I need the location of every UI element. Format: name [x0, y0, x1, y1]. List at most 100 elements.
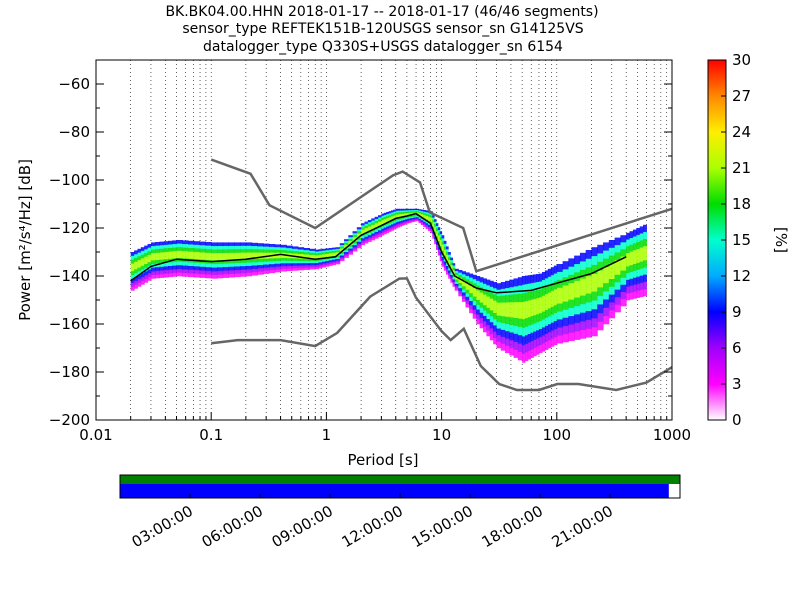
- colorbar-tick-label: 30: [732, 51, 751, 69]
- density-cell: [614, 252, 621, 261]
- timeline-tick-label: 09:00:00: [269, 502, 336, 551]
- density-cell: [228, 270, 235, 275]
- density-cell: [155, 263, 160, 268]
- density-cell: [388, 221, 392, 224]
- density-cell: [381, 226, 385, 230]
- density-cell: [608, 294, 616, 303]
- density-cell: [199, 274, 206, 278]
- density-cell: [234, 266, 241, 271]
- density-cell: [383, 221, 387, 224]
- density-cell: [579, 295, 587, 305]
- density-cell: [163, 248, 169, 253]
- density-cell: [144, 264, 149, 268]
- density-cell: [432, 219, 435, 223]
- density-cell: [432, 224, 435, 228]
- density-cell: [524, 335, 529, 345]
- density-cell: [432, 217, 435, 221]
- density-cell: [140, 265, 145, 270]
- density-cell: [405, 216, 408, 219]
- density-cell: [240, 262, 247, 267]
- density-cell: [315, 255, 320, 258]
- density-cell: [614, 259, 621, 268]
- density-cell: [579, 278, 587, 288]
- density-cell: [397, 210, 400, 213]
- density-cell: [371, 222, 376, 226]
- density-cell: [348, 239, 354, 242]
- density-cell: [321, 263, 326, 266]
- density-cell: [472, 300, 477, 306]
- density-cell: [445, 271, 449, 275]
- density-cell: [574, 264, 581, 273]
- density-cell: [280, 255, 287, 259]
- density-cell: [530, 316, 534, 325]
- density-cell: [386, 228, 390, 232]
- density-cell: [636, 248, 641, 257]
- density-cell: [274, 255, 282, 259]
- density-cell: [452, 277, 456, 280]
- density-cell: [411, 208, 414, 211]
- density-cell: [286, 245, 293, 249]
- density-cell: [420, 223, 424, 226]
- density-cell: [137, 260, 142, 265]
- density-cell: [517, 310, 523, 319]
- y-tick-label: −80: [58, 123, 90, 141]
- density-cell: [188, 273, 195, 278]
- colorbar-label: [%]: [772, 227, 790, 253]
- density-cell: [292, 258, 299, 262]
- density-cell: [614, 289, 621, 298]
- density-cell: [496, 296, 502, 303]
- density-cell: [423, 221, 427, 224]
- density-cell: [163, 259, 169, 264]
- density-cell: [352, 237, 358, 240]
- density-cell: [420, 215, 424, 218]
- density-cell: [439, 234, 443, 238]
- density-cell: [629, 251, 634, 259]
- density-cell: [620, 270, 627, 278]
- density-cell: [411, 215, 414, 218]
- density-cell: [403, 208, 406, 211]
- density-cell: [493, 313, 498, 320]
- density-cell: [397, 212, 400, 215]
- density-cell: [405, 213, 408, 216]
- x-tick-label: 1000: [653, 426, 691, 444]
- density-cell: [423, 211, 427, 214]
- density-cell: [568, 266, 575, 276]
- density-cell: [159, 248, 165, 253]
- density-cell: [325, 250, 330, 253]
- density-cell: [636, 262, 641, 271]
- density-cell: [597, 287, 604, 297]
- density-cell: [476, 276, 481, 282]
- density-cell: [413, 208, 416, 211]
- density-cell: [443, 264, 447, 268]
- density-cell: [439, 251, 443, 256]
- density-cell: [274, 260, 282, 265]
- density-cell: [418, 218, 422, 221]
- density-cell: [629, 238, 634, 246]
- colorbar-tick-label: 6: [732, 339, 742, 357]
- density-cell: [538, 313, 543, 322]
- density-cell: [416, 211, 419, 213]
- density-cell: [436, 228, 439, 232]
- density-cell: [524, 292, 529, 302]
- x-tick-label: 0.01: [79, 426, 112, 444]
- density-cell: [443, 240, 447, 245]
- density-cell: [182, 272, 189, 277]
- density-cell: [367, 222, 372, 225]
- density-cell: [585, 276, 592, 286]
- density-cell: [335, 260, 341, 263]
- density-cell: [364, 228, 369, 231]
- density-cell: [597, 295, 604, 305]
- density-cell: [585, 311, 592, 321]
- density-cell: [409, 221, 412, 223]
- density-cell: [643, 246, 647, 254]
- density-cell: [257, 246, 264, 250]
- density-cell: [335, 252, 341, 255]
- density-cell: [374, 236, 379, 239]
- density-cell: [530, 349, 534, 358]
- density-cell: [509, 309, 515, 318]
- density-cell: [137, 271, 142, 276]
- density-cell: [544, 325, 549, 335]
- density-cell: [639, 233, 644, 241]
- density-cell: [524, 284, 529, 293]
- density-cell: [383, 227, 387, 231]
